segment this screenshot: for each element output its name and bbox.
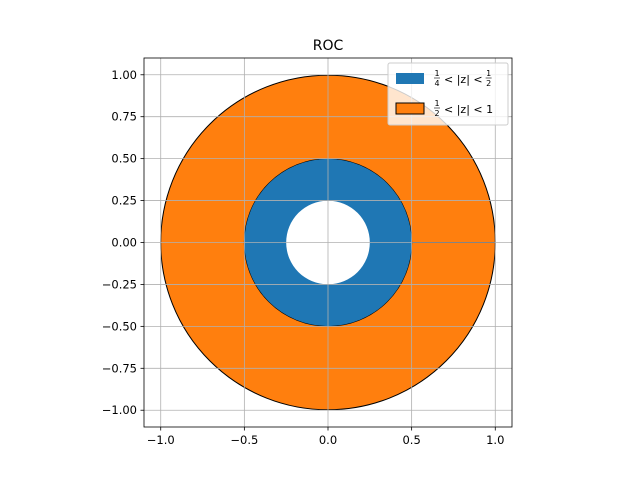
legend-numerator: 1 bbox=[486, 69, 491, 78]
legend-label-2: < |z| < 1 bbox=[444, 103, 493, 116]
legend-fraction-1-b: 12 bbox=[485, 69, 492, 88]
legend-fraction-2-a: 12 bbox=[434, 99, 440, 118]
y-tick-label-5: 0.25 bbox=[111, 194, 137, 208]
legend-swatch-2 bbox=[395, 102, 425, 115]
y-tick-label-4: 0.00 bbox=[111, 236, 137, 250]
y-tick-label-3: −0.25 bbox=[102, 277, 137, 291]
y-tick-label-0: −1.00 bbox=[102, 403, 137, 417]
legend-swatch-1 bbox=[396, 73, 424, 84]
legend-denominator: 2 bbox=[434, 109, 439, 118]
y-tick-label-2: −0.50 bbox=[102, 319, 137, 333]
chart-title: ROC bbox=[313, 38, 344, 54]
legend-denominator: 2 bbox=[486, 79, 491, 88]
y-tick-label-8: 1.00 bbox=[111, 68, 137, 82]
legend-denominator: 4 bbox=[434, 79, 439, 88]
x-tick-label-4: 1.0 bbox=[486, 433, 504, 447]
axes: −1.0 −0.5 0.0 0.5 1.0 −1.00 −0.75 −0.50 −0.25 0.0… bbox=[102, 57, 513, 447]
legend-label-1: < |z| < bbox=[444, 73, 483, 86]
y-tick-label-6: 0.50 bbox=[111, 152, 137, 166]
legend-numerator: 1 bbox=[434, 69, 439, 78]
y-tick-label-7: 0.75 bbox=[111, 110, 137, 124]
plot-area bbox=[144, 58, 512, 427]
x-tick-label-2: 0.0 bbox=[319, 433, 337, 447]
plot-content bbox=[144, 58, 512, 427]
x-tick-label-1: −0.5 bbox=[230, 433, 258, 447]
y-tick-label-1: −0.75 bbox=[102, 361, 137, 375]
legend-numerator: 1 bbox=[434, 99, 439, 108]
x-tick-label-0: −1.0 bbox=[147, 433, 175, 447]
legend-fraction-1-a: 14 bbox=[434, 69, 440, 88]
x-tick-label-3: 0.5 bbox=[402, 433, 420, 447]
